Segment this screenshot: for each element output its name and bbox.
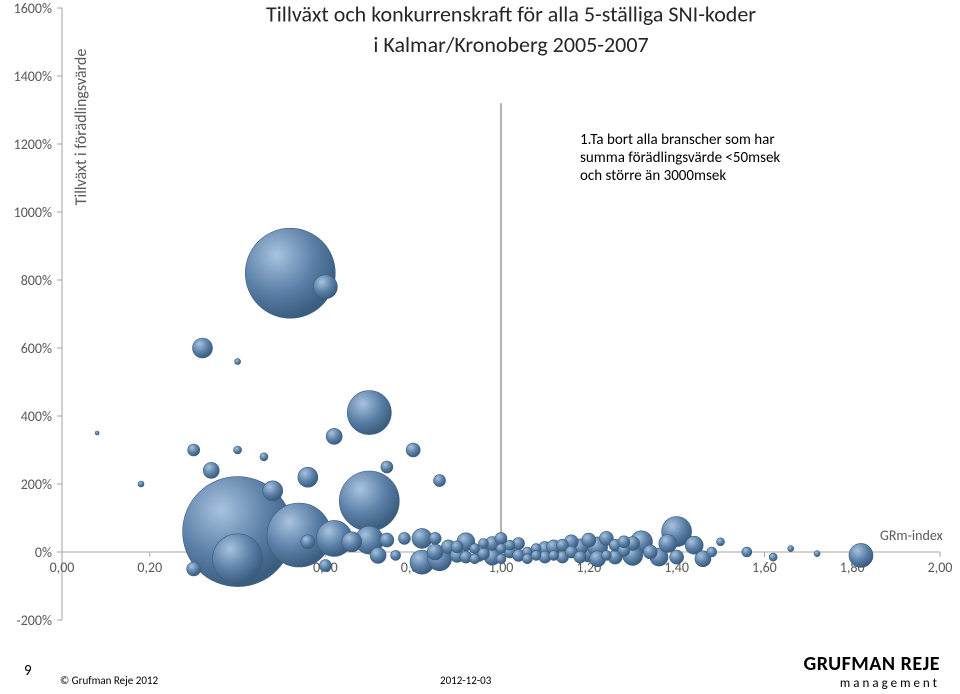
svg-text:i Kalmar/Kronoberg 2005-2007: i Kalmar/Kronoberg 2005-2007 [373, 31, 648, 58]
svg-text:1000%: 1000% [14, 204, 52, 221]
copyright-text: © Grufman Reje 2012 [60, 674, 158, 687]
svg-text:1.Ta bort alla branscher som h: 1.Ta bort alla branscher som har [580, 131, 775, 149]
bubble-chart: -200%0%200%400%600%800%1000%1200%1400%16… [0, 0, 960, 652]
svg-text:summa förädlingsvärde <50msek: summa förädlingsvärde <50msek [580, 149, 780, 167]
svg-text:1,60: 1,60 [752, 559, 777, 576]
svg-text:0,00: 0,00 [50, 559, 75, 576]
svg-text:GRm-index: GRm-index [880, 527, 943, 544]
svg-text:1200%: 1200% [14, 136, 52, 153]
svg-text:1600%: 1600% [14, 0, 52, 17]
chart-svg: -200%0%200%400%600%800%1000%1200%1400%16… [0, 0, 960, 652]
svg-text:600%: 600% [21, 340, 52, 357]
company-logo: GRUFMAN REJE management [804, 652, 940, 691]
svg-text:Tillväxt och konkurrenskraft f: Tillväxt och konkurrenskraft för alla 5-… [266, 1, 756, 28]
svg-text:200%: 200% [21, 476, 52, 493]
svg-text:-200%: -200% [16, 612, 52, 629]
svg-text:2,00: 2,00 [928, 559, 953, 576]
svg-text:800%: 800% [21, 272, 52, 289]
slide-footer: 9 © Grufman Reje 2012 2012-12-03 GRUFMAN… [0, 652, 960, 694]
logo-line1: GRUFMAN REJE [804, 652, 940, 676]
footer-date: 2012-12-03 [440, 674, 491, 687]
svg-text:och större än 3000msek: och större än 3000msek [580, 167, 726, 185]
svg-text:1400%: 1400% [14, 68, 52, 85]
svg-text:400%: 400% [21, 408, 52, 425]
page-number: 9 [24, 662, 32, 680]
svg-text:0,20: 0,20 [137, 559, 162, 576]
svg-text:Tillväxt i förädlingsvärde: Tillväxt i förädlingsvärde [72, 49, 91, 206]
logo-line2: management [804, 676, 940, 691]
